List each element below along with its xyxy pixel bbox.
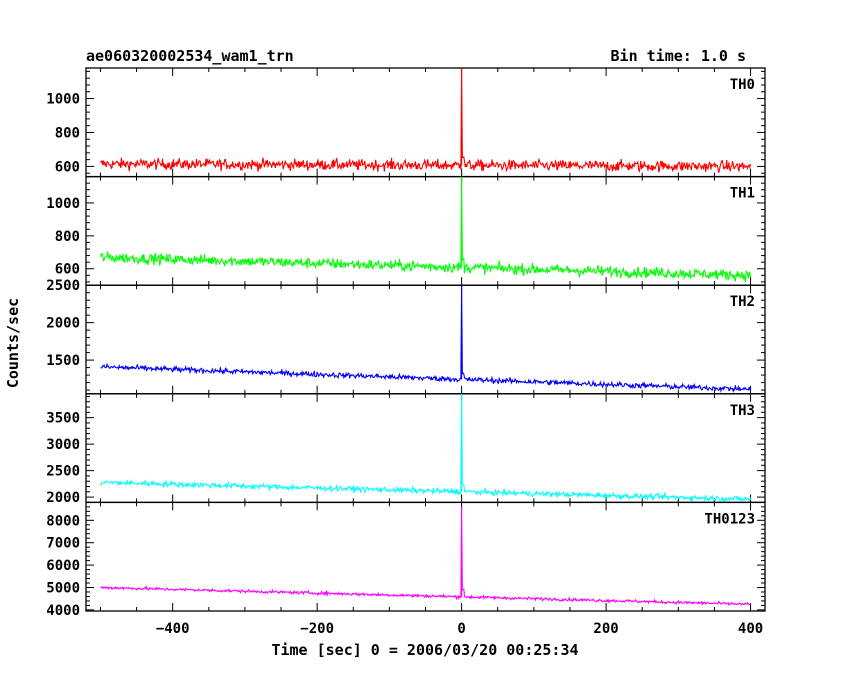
y-tick-label: 7000 bbox=[46, 536, 80, 552]
panel-th0: 600 800 1000 TH0 bbox=[46, 67, 766, 178]
panels-group: 6008001000TH06008001000TH1150020002500TH… bbox=[46, 67, 766, 637]
x-tick-label: 0 bbox=[457, 621, 465, 637]
y-tick-label: 800 bbox=[55, 229, 80, 245]
x-tick-label: 200 bbox=[593, 621, 618, 637]
panel-frame bbox=[85, 67, 766, 178]
series-line-th2 bbox=[100, 285, 752, 393]
x-tick-label: −200 bbox=[300, 621, 334, 637]
y-tick-label: 5000 bbox=[46, 580, 80, 596]
y-tick-label: 2500 bbox=[46, 464, 80, 480]
panel-th0123: 4000 5000 6000 7000 8000 TH0123 bbox=[46, 501, 766, 619]
panel-frame bbox=[85, 175, 766, 286]
y-tick-label: 1000 bbox=[46, 92, 80, 108]
series-line-th3 bbox=[99, 393, 752, 503]
y-tick-label: 800 bbox=[55, 125, 80, 141]
y-tick-label: 600 bbox=[55, 159, 80, 175]
y-tick-label: 3500 bbox=[46, 411, 80, 427]
panel-label: TH1 bbox=[730, 186, 755, 202]
y-tick-label: 2500 bbox=[46, 278, 80, 294]
y-tick-label: 4000 bbox=[46, 603, 80, 619]
y-axis-label: Counts/sec bbox=[4, 298, 22, 388]
panel-th3: 2000 2500 3000 3500 TH3 bbox=[46, 393, 766, 506]
y-tick-label: 600 bbox=[55, 262, 80, 278]
series-line-th1 bbox=[99, 176, 752, 282]
panel-label: TH2 bbox=[730, 294, 755, 310]
y-tick-label: 2000 bbox=[46, 316, 80, 332]
panel-label: TH0 bbox=[730, 77, 755, 93]
panel-th2: 1500 2000 2500 TH2 bbox=[46, 278, 766, 395]
chart-title: ae060320002534_wam1_trn bbox=[86, 47, 294, 65]
x-axis-label: Time [sec] 0 = 2006/03/20 00:25:34 bbox=[271, 641, 578, 659]
x-tick-label: 400 bbox=[738, 621, 763, 637]
y-tick-label: 3000 bbox=[46, 437, 80, 453]
panel-th1: 600 800 1000 TH1 bbox=[46, 175, 766, 286]
chart-subtitle: Bin time: 1.0 s bbox=[611, 47, 746, 65]
y-tick-label: 6000 bbox=[46, 558, 80, 574]
y-tick-label: 8000 bbox=[46, 513, 80, 529]
x-tick-label: −400 bbox=[156, 621, 190, 637]
y-tick-label: 1000 bbox=[46, 196, 80, 212]
y-tick-label: 2000 bbox=[46, 490, 80, 506]
panel-label: TH3 bbox=[730, 403, 755, 419]
y-tick-label: 1500 bbox=[46, 353, 80, 369]
series-line-th0123 bbox=[100, 506, 751, 607]
series-line-th0 bbox=[100, 67, 752, 174]
panel-label: TH0123 bbox=[704, 511, 755, 527]
